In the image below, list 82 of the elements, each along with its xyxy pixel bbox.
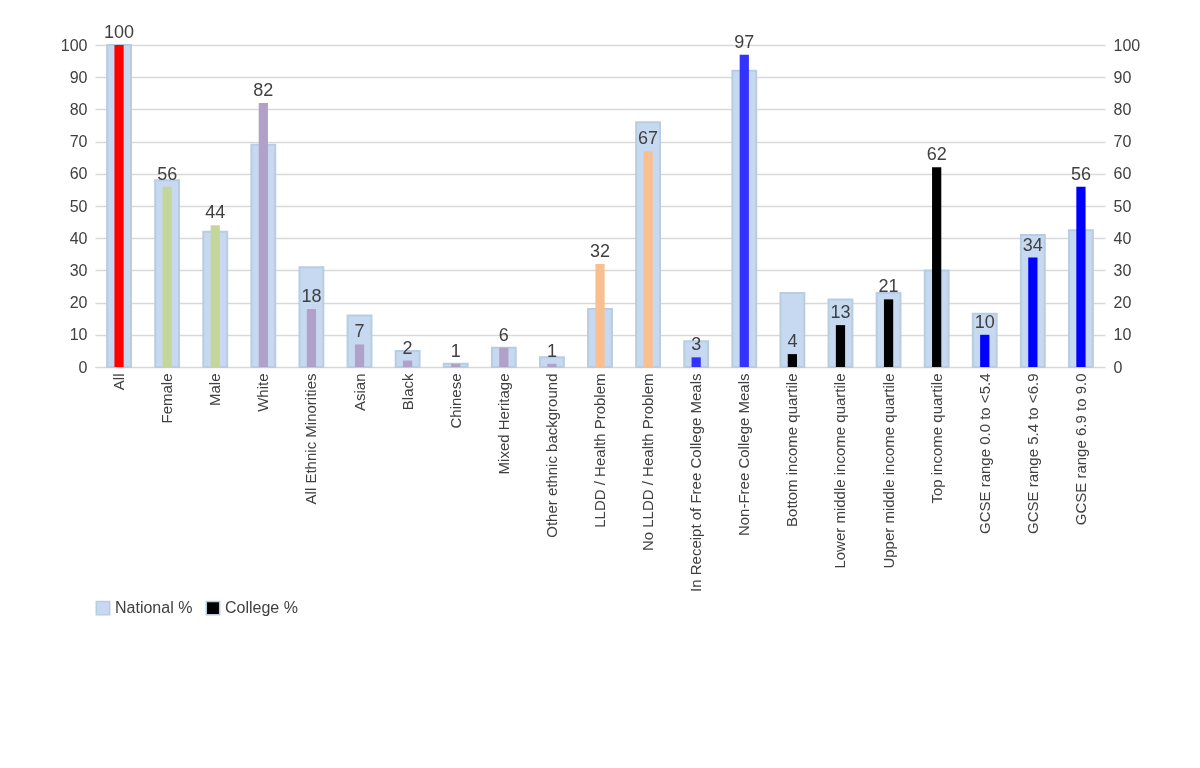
x-tick-label: Black	[398, 373, 416, 411]
data-label: 56	[1070, 163, 1091, 184]
data-label: 44	[205, 202, 226, 223]
bar	[1076, 186, 1086, 367]
x-tick-label: Male	[206, 373, 224, 407]
bar	[403, 360, 413, 367]
data-label: 32	[589, 240, 611, 261]
data-label: 3	[691, 334, 702, 355]
data-label: 10	[974, 311, 995, 332]
y-tick-label: 0	[78, 358, 88, 376]
y-tick-label: 40	[69, 229, 88, 247]
data-label: 4	[787, 331, 798, 352]
data-label: 34	[1022, 234, 1043, 255]
data-label: 56	[157, 163, 178, 184]
bar	[691, 357, 701, 367]
x-tick-label: GCSE range 5.4 to <6.9	[1023, 373, 1041, 535]
x-tick-label: GCSE range 6.9 to 9.0	[1071, 373, 1089, 526]
y2-tick-label: 10	[1113, 326, 1132, 344]
bar	[354, 344, 365, 367]
y-tick-label: 60	[69, 165, 88, 183]
data-label: 6	[498, 324, 509, 345]
x-tick-label: Lower middle income quartile	[831, 373, 849, 569]
bar	[1028, 257, 1038, 367]
bar	[739, 54, 749, 367]
x-tick-label: Chinese	[446, 373, 464, 429]
legend-label: College %	[225, 599, 298, 617]
data-label: 1	[546, 340, 557, 361]
legend-label: National %	[115, 599, 193, 617]
y-tick-label: 20	[69, 294, 88, 312]
bar	[595, 263, 605, 367]
bar	[643, 151, 653, 367]
data-label: 67	[638, 128, 659, 149]
bar	[210, 225, 220, 367]
x-tick-label: LLDD / Health Problem	[591, 373, 608, 528]
data-label: 97	[734, 31, 755, 52]
x-tick-label: Asian	[350, 373, 368, 412]
y2-tick-label: 50	[1113, 197, 1132, 215]
y-tick-label: 90	[69, 68, 88, 86]
bar	[787, 354, 797, 367]
y2-tick-label: 90	[1113, 68, 1132, 86]
y2-tick-label: 100	[1113, 36, 1141, 54]
bar	[835, 325, 846, 367]
bar	[779, 291, 806, 368]
y-tick-label: 80	[69, 100, 88, 118]
x-tick-label: Bottom income quartile	[783, 373, 801, 527]
x-tick-label: Female	[158, 373, 176, 424]
x-tick-label: White	[254, 373, 272, 412]
y-tick-label: 50	[69, 197, 88, 215]
y-tick-label: 10	[69, 326, 88, 344]
bar	[932, 167, 942, 367]
x-tick-label: Top income quartile	[927, 373, 945, 504]
data-label: 13	[830, 302, 851, 323]
bar	[980, 334, 990, 367]
x-tick-label: GCSE range 0.0 to <5.4	[975, 373, 993, 535]
x-tick-label: In Receipt of Free College Meals	[687, 373, 705, 592]
x-tick-label: No LLDD / Health Problem	[639, 373, 657, 552]
data-label: 7	[354, 321, 365, 342]
y2-tick-label: 80	[1113, 100, 1132, 118]
y2-tick-label: 30	[1113, 261, 1132, 279]
y2-tick-label: 20	[1113, 294, 1132, 312]
bar	[258, 102, 268, 367]
data-label: 18	[301, 286, 322, 307]
data-label: 21	[878, 276, 899, 297]
y2-tick-label: 40	[1113, 229, 1132, 247]
y2-tick-label: 70	[1113, 133, 1132, 151]
y2-tick-label: 0	[1113, 358, 1123, 376]
y-tick-label: 30	[69, 261, 88, 279]
y-tick-label: 70	[69, 133, 88, 151]
x-tick-label: Mixed Heritage	[494, 373, 512, 475]
x-tick-label: All Ethnic Minorities	[302, 373, 320, 505]
x-tick-label: Upper middle income quartile	[879, 373, 897, 569]
data-label: 2	[402, 337, 413, 358]
y2-tick-label: 60	[1113, 165, 1132, 183]
x-tick-label: Non-Free College Meals	[735, 373, 753, 537]
x-tick-label: Other ethnic background	[542, 373, 560, 538]
data-label: 1	[450, 340, 461, 361]
x-tick-label: All	[110, 373, 128, 391]
y-tick-label: 100	[60, 36, 88, 54]
data-label: 100	[104, 22, 135, 42]
data-label: 62	[926, 144, 947, 165]
data-label: 82	[253, 79, 274, 100]
bar	[306, 309, 317, 367]
